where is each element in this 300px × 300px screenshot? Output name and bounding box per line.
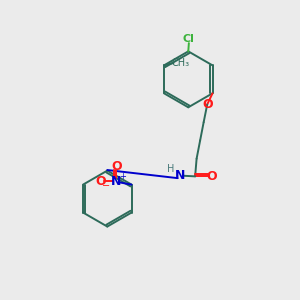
Text: Cl: Cl xyxy=(183,34,195,44)
Text: O: O xyxy=(96,175,106,188)
Text: N: N xyxy=(175,169,185,182)
Text: O: O xyxy=(206,170,217,183)
Text: O: O xyxy=(202,98,212,111)
Text: +: + xyxy=(119,172,125,181)
Text: N: N xyxy=(111,175,122,188)
Text: O: O xyxy=(111,160,122,173)
Text: H: H xyxy=(167,164,175,174)
Text: −: − xyxy=(102,182,110,191)
Text: CH₃: CH₃ xyxy=(171,58,189,68)
